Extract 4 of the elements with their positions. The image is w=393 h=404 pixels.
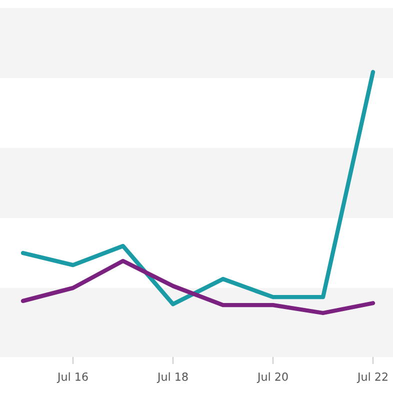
x-tick-label: Jul 18 [156,372,188,383]
x-tick-label: Jul 20 [256,372,288,383]
x-tick-label: Jul 16 [56,372,88,383]
x-tick-label: Jul 22 [356,372,388,383]
